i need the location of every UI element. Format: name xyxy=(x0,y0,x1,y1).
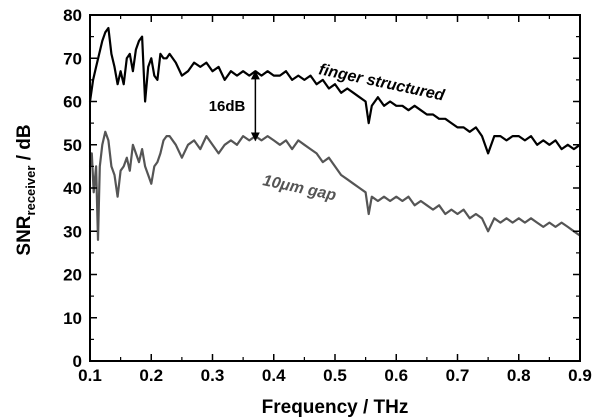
gap-label: 16dB xyxy=(209,98,246,115)
x-tick-label: 0.8 xyxy=(507,366,531,385)
y-tick-label: 0 xyxy=(73,352,82,371)
y-tick-label: 60 xyxy=(63,93,82,112)
x-tick-label: 0.3 xyxy=(201,366,225,385)
axis-ticks: 0.1 0.2 0.3 0.4 0.5 0.6 0.7 0.8 0.9 0 10 20 30 40 50 60… xyxy=(63,6,592,385)
series-layer xyxy=(88,26,581,241)
x-axis-title: Frequency / THz xyxy=(262,397,409,418)
x-tick-label: 0.1 xyxy=(78,366,102,385)
series-line-10um-gap xyxy=(88,130,581,241)
y-tick-label: 20 xyxy=(63,266,82,285)
y-tick-label: 70 xyxy=(63,49,82,68)
x-tick-label: 0.4 xyxy=(262,366,286,385)
y-axis-title-main: SNR xyxy=(14,215,35,255)
series-label-10um-gap: 10μm gap xyxy=(261,172,338,204)
x-tick-label: 0.7 xyxy=(446,366,470,385)
y-tick-label: 80 xyxy=(63,6,82,25)
x-tick-label: 0.9 xyxy=(568,366,592,385)
y-axis-title-tail: / dB xyxy=(14,124,35,165)
series-line-finger-structured xyxy=(88,26,581,155)
y-tick-label: 50 xyxy=(63,136,82,155)
x-tick-label: 0.2 xyxy=(139,366,163,385)
x-tick-label: 0.5 xyxy=(323,366,347,385)
y-tick-label: 10 xyxy=(63,309,82,328)
y-tick-label: 30 xyxy=(63,222,82,241)
y-axis-title: SNRreceiver / dB xyxy=(14,124,38,255)
y-axis-title-subscript: receiver xyxy=(23,166,38,216)
x-tick-label: 0.6 xyxy=(384,366,408,385)
series-label-finger-structured: finger structured xyxy=(317,61,447,104)
y-tick-label: 40 xyxy=(63,179,82,198)
